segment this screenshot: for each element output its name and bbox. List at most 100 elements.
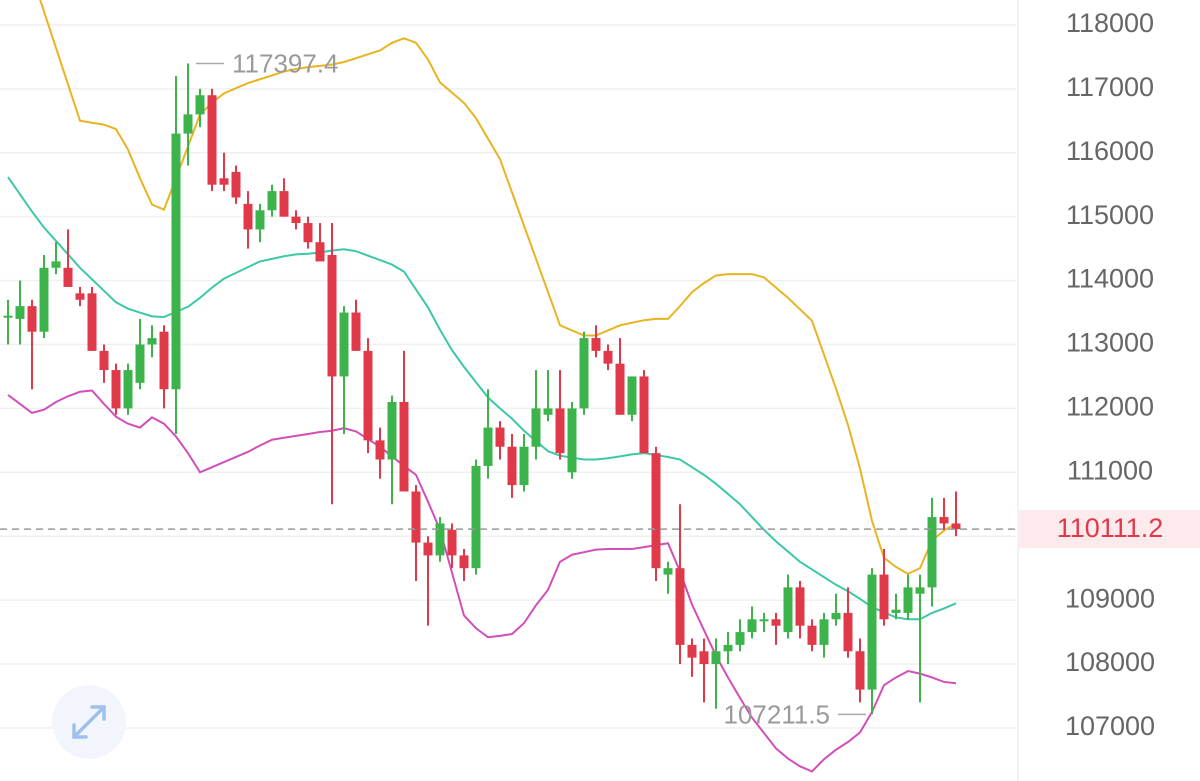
- candle-body: [279, 191, 289, 217]
- candle-body: [63, 267, 73, 287]
- candle-body: [519, 446, 529, 486]
- candle-body: [87, 293, 97, 351]
- candle-body: [507, 446, 517, 486]
- y-tick-label: 116000: [1066, 136, 1154, 166]
- candle-body: [747, 619, 757, 633]
- candle-body: [699, 651, 709, 665]
- y-tick-label: 111000: [1067, 455, 1153, 485]
- candle-body: [267, 191, 277, 211]
- y-tick-label: 108000: [1065, 647, 1155, 677]
- candle-body: [627, 376, 637, 415]
- candle-body: [543, 408, 553, 415]
- candle-body: [183, 114, 193, 134]
- candle-body: [291, 216, 301, 224]
- y-tick-label: 114000: [1066, 264, 1154, 294]
- candle-body: [891, 609, 901, 613]
- last-price-bg: [1019, 510, 1200, 549]
- candle-body: [399, 402, 409, 492]
- candle-body: [795, 587, 805, 626]
- candle-body: [135, 344, 145, 383]
- candle-body: [723, 644, 733, 652]
- candle-body: [195, 95, 205, 115]
- candle-body: [15, 306, 25, 319]
- candle-body: [915, 587, 925, 594]
- candle-body: [435, 523, 445, 556]
- candle-body: [939, 517, 949, 524]
- grid: [0, 24, 1016, 729]
- candle-body: [27, 306, 37, 332]
- candle-body: [831, 612, 841, 620]
- candle-body: [243, 203, 253, 230]
- candle-body: [603, 350, 613, 364]
- candle-body: [663, 568, 673, 575]
- candle-body: [351, 312, 361, 351]
- candle-body: [423, 542, 433, 556]
- candle-body: [339, 312, 349, 377]
- candle-body: [315, 242, 325, 262]
- candle-body: [39, 267, 49, 332]
- candle-body: [771, 619, 781, 626]
- candle-body: [855, 651, 865, 690]
- candle-body: [219, 178, 229, 185]
- candle-body: [879, 574, 889, 620]
- candle-body: [363, 350, 373, 441]
- candle-body: [171, 133, 181, 390]
- candle-body: [411, 491, 421, 543]
- candle-body: [207, 95, 217, 185]
- candle-body: [483, 427, 493, 466]
- min-label: 107211.5: [723, 699, 830, 729]
- candle-body: [375, 440, 385, 460]
- y-tick-label: 109000: [1065, 583, 1155, 613]
- candle-body: [471, 465, 481, 569]
- candle-body: [783, 587, 793, 633]
- candle-body: [951, 523, 961, 530]
- candle-body: [927, 517, 937, 588]
- candle-body: [843, 612, 853, 652]
- candle-body: [75, 293, 85, 300]
- candle-body: [807, 625, 817, 645]
- candle-body: [555, 408, 565, 454]
- candle-body: [759, 619, 769, 622]
- candle-body: [591, 338, 601, 351]
- candle-body: [147, 338, 157, 345]
- last-price-label: 110111.2: [1057, 513, 1164, 543]
- candle-body: [51, 261, 61, 268]
- y-tick-label: 117000: [1066, 72, 1154, 102]
- candle-body: [531, 408, 541, 447]
- candle-body: [447, 529, 457, 556]
- candle-body: [387, 402, 397, 460]
- y-tick-label: 118000: [1066, 8, 1154, 38]
- band-line: [7, 176, 957, 621]
- y-axis: 1070001080001090001100001110001120001130…: [1065, 8, 1155, 741]
- candle-body: [675, 568, 685, 645]
- expand-button[interactable]: [52, 685, 126, 759]
- candle-body: [819, 619, 829, 645]
- y-tick-label: 112000: [1066, 392, 1154, 422]
- candle-body: [495, 427, 505, 447]
- candle-body: [255, 210, 265, 230]
- candle-body: [99, 350, 109, 371]
- candle-body: [867, 574, 877, 690]
- candle-body: [651, 453, 661, 569]
- max-label: 117397.4: [232, 48, 339, 78]
- candle-body: [639, 376, 649, 454]
- candle-body: [123, 370, 133, 409]
- candle-body: [567, 408, 577, 473]
- y-tick-label: 115000: [1066, 200, 1154, 230]
- candle-body: [3, 315, 13, 318]
- candle-body: [711, 651, 721, 665]
- candle-body: [327, 255, 337, 377]
- candle-body: [687, 644, 697, 658]
- candle-body: [303, 223, 313, 243]
- candle-body: [459, 555, 469, 569]
- plot-area: 117397.4 107211.5: [3, 0, 961, 773]
- candle-body: [159, 331, 169, 390]
- candle-body: [111, 370, 121, 409]
- candle-body: [579, 338, 589, 409]
- band-line: [7, 389, 957, 773]
- band-line: [39, 0, 957, 576]
- candle-body: [903, 587, 913, 613]
- candle-body: [615, 363, 625, 415]
